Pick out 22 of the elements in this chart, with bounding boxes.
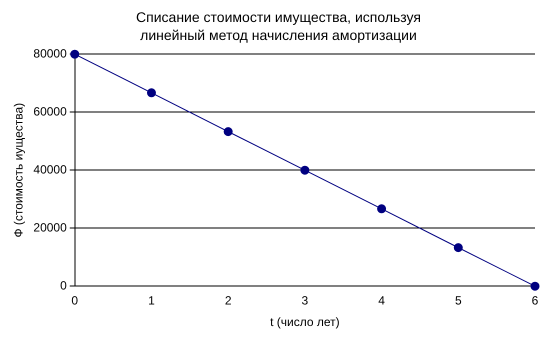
point: [224, 127, 233, 136]
point: [146, 88, 156, 98]
y-axis-title: Ф (стоимость иущества): [12, 102, 26, 238]
y-tick-label: 40000: [33, 162, 68, 177]
point: [300, 166, 310, 175]
x-tick-label: 4: [378, 294, 386, 308]
x-tick-label: 6: [532, 294, 539, 308]
y-tick-label: 20000: [33, 220, 68, 235]
y-tick-label: 80000: [33, 46, 68, 61]
y-tick-label: 60000: [33, 104, 68, 119]
y-tick-label: 0: [60, 278, 68, 293]
point: [70, 50, 80, 59]
point: [530, 282, 540, 291]
x-tick-label: 5: [454, 294, 462, 308]
x-axis-title: t (число лет): [270, 315, 340, 330]
x-tick-label: 0: [71, 294, 78, 308]
point: [454, 243, 463, 252]
x-tick-label: 1: [148, 294, 156, 308]
point: [377, 204, 386, 214]
chart-title: Списание стоимости имущества, используя линейный метод начисления амортизации: [135, 8, 422, 44]
x-tick-label: 2: [224, 294, 232, 308]
x-tick-label: 3: [302, 294, 309, 308]
